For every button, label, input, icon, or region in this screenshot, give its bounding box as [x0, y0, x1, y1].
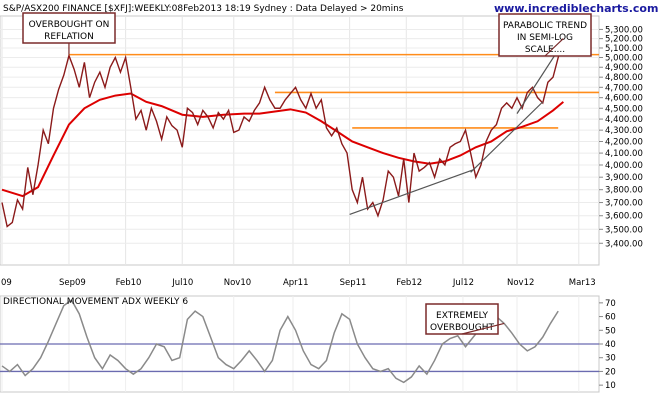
moving-average-line: [1, 92, 564, 198]
price-chart-title: S&P/ASX200 FINANCE [$XFJ]:WEEKLY:08Feb20…: [3, 4, 404, 14]
annotation-overbought-reflation-text: OVERBOUGHT ON: [29, 20, 110, 30]
adx-chart-title: DIRECTIONAL MOVEMENT ADX WEEKLY 6: [3, 297, 188, 307]
x-tick-label: Sep09: [59, 278, 86, 288]
x-tick-label: Jul10: [171, 278, 193, 288]
adx-line: [1, 299, 559, 384]
y-tick-label: 3,400.00: [605, 239, 643, 249]
trend-line: [470, 101, 544, 173]
y-tick-label: 4,800.00: [605, 73, 643, 83]
y-tick-label: 3,600.00: [605, 212, 643, 222]
annotation-parabolic-trend-text: SCALE....: [525, 45, 565, 55]
watermark-text: www.incrediblecharts.com: [494, 2, 658, 15]
annotation-parabolic-trend-box: [498, 13, 592, 57]
y-tick-label: 5,300.00: [605, 25, 643, 35]
annotation-parabolic-trend-text: IN SEMI-LOG: [517, 33, 573, 43]
x-tick-label: Feb10: [116, 278, 142, 288]
adx-y-tick-label: 20: [605, 367, 616, 377]
y-tick-label: 3,700.00: [605, 199, 643, 209]
annotation-extremely-overbought-text: OVERBOUGHT: [430, 323, 494, 333]
x-tick-label: Nov12: [507, 278, 534, 288]
x-tick-label: Feb12: [396, 278, 422, 288]
y-tick-label: 4,400.00: [605, 115, 643, 125]
price-panel: 09 Sep09 Feb10 Jul10 Nov10 Apr11 Sep11 Feb12 Jul…: [0, 12, 643, 288]
y-tick-label: 4,500.00: [605, 104, 643, 114]
annotation-pointer: [544, 38, 564, 57]
adx-y-tick-label: 10: [605, 381, 616, 391]
trend-line: [349, 169, 474, 215]
adx-y-tick-label: 50: [605, 326, 616, 336]
y-tick-label: 4,900.00: [605, 63, 643, 73]
adx-panel: 10 20 30 40 50 60 70 EXTREMELY OVERBOUGHT: [0, 295, 616, 393]
annotation-pointer: [461, 322, 505, 335]
y-tick-label: 5,100.00: [605, 44, 643, 54]
x-tick-label: Apr11: [283, 278, 309, 288]
y-tick-label: 3,900.00: [605, 173, 643, 183]
y-tick-label: 4,000.00: [605, 161, 643, 171]
adx-y-tick-label: 30: [605, 354, 616, 364]
annotation-extremely-overbought-box: [425, 303, 499, 335]
y-tick-label: 4,700.00: [605, 83, 643, 93]
y-tick-label: 4,600.00: [605, 94, 643, 104]
annotation-parabolic-trend-text: PARABOLIC TREND: [503, 21, 587, 31]
y-tick-label: 5,200.00: [605, 35, 643, 45]
adx-y-tick-label: 70: [605, 299, 616, 309]
annotation-overbought-reflation-text: REFLATION: [44, 32, 94, 42]
y-tick-label: 4,200.00: [605, 137, 643, 147]
y-tick-label: 3,800.00: [605, 186, 643, 196]
x-tick-label: Mar13: [569, 278, 596, 288]
y-tick-label: 4,100.00: [605, 149, 643, 159]
y-tick-label: 3,500.00: [605, 225, 643, 235]
adx-y-tick-label: 40: [605, 340, 616, 350]
y-tick-label: 5,000.00: [605, 54, 643, 64]
x-tick-label: 09: [1, 278, 12, 288]
annotation-extremely-overbought-text: EXTREMELY: [436, 311, 488, 321]
price-plot-frame: [0, 15, 600, 266]
x-tick-label: Nov10: [224, 278, 251, 288]
adx-y-tick-label: 60: [605, 313, 616, 323]
y-tick-label: 4,300.00: [605, 126, 643, 136]
x-tick-label: Jul12: [452, 278, 474, 288]
x-tick-label: Sep11: [340, 278, 367, 288]
price-line: [1, 38, 565, 228]
